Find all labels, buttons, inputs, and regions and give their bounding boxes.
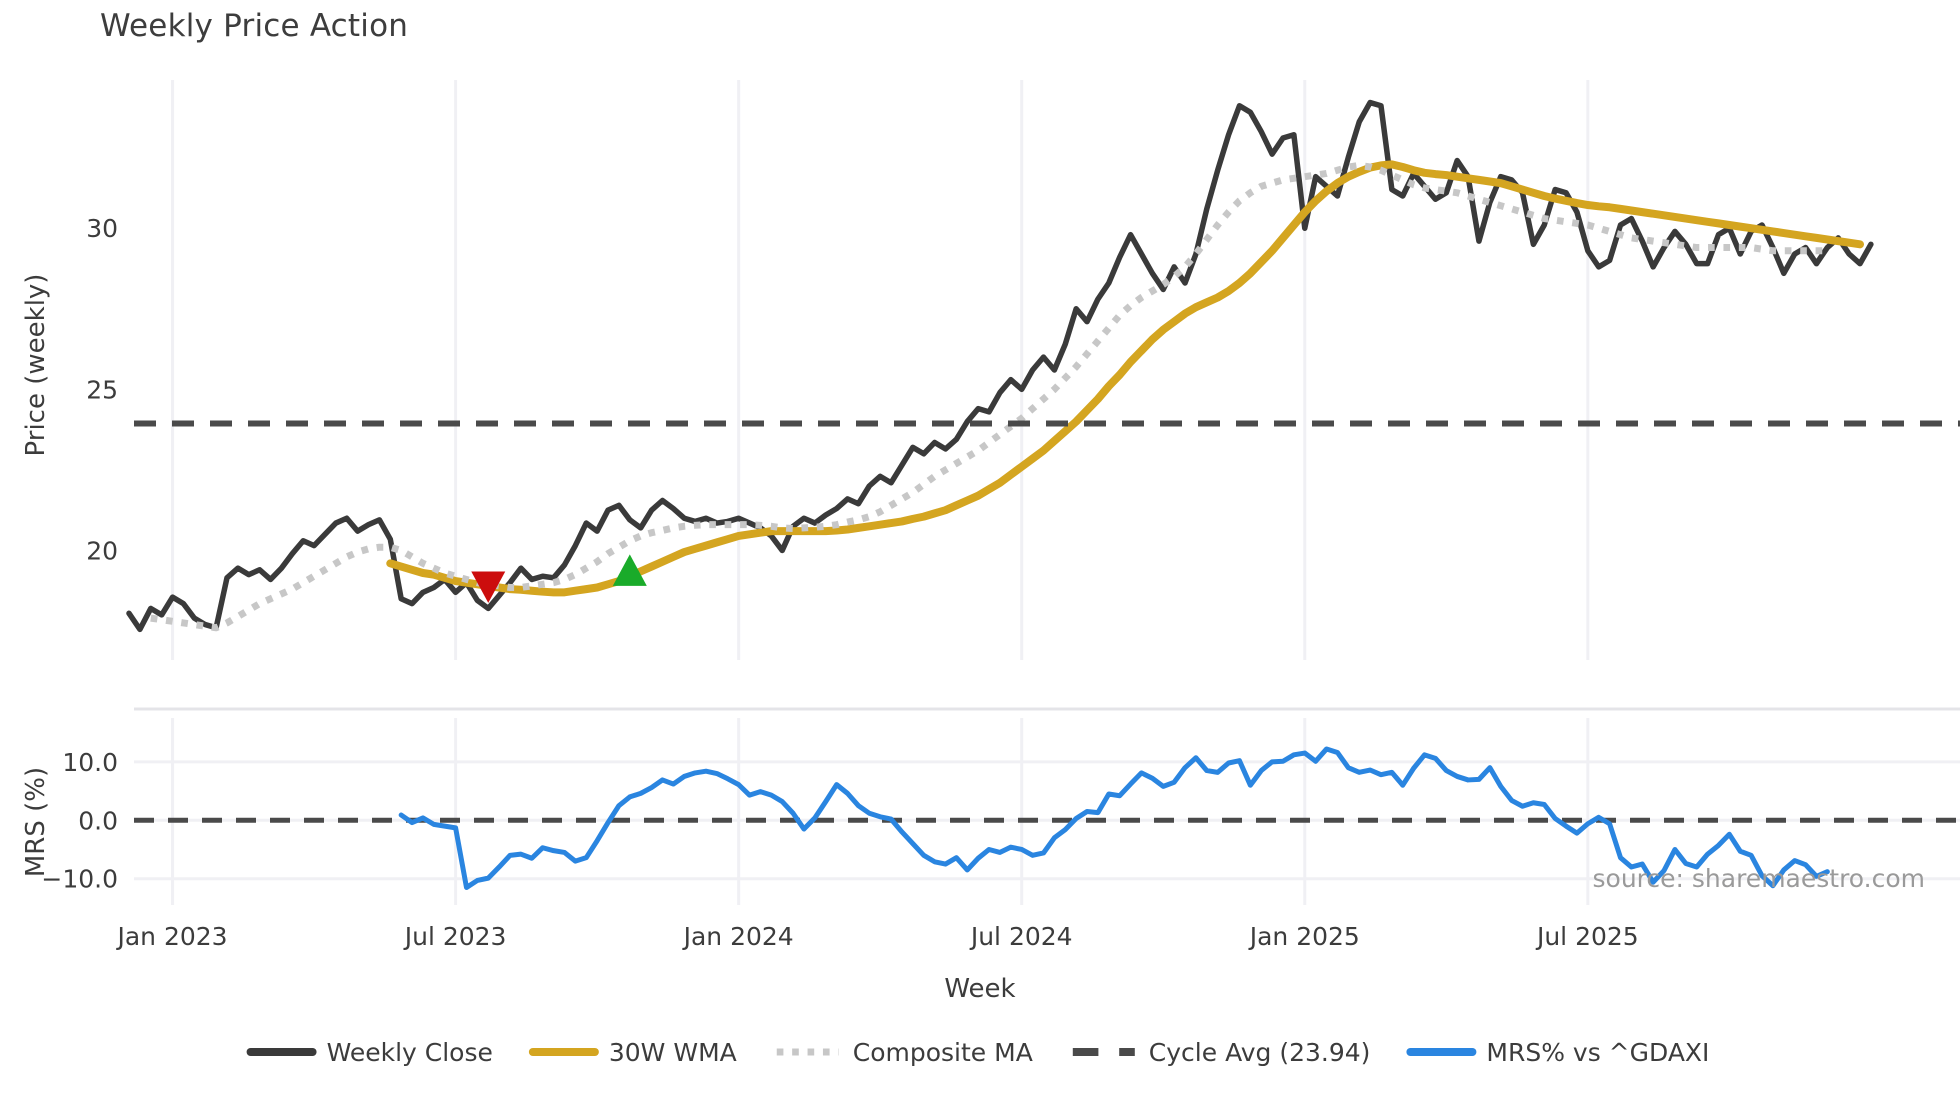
mrs-y-tick-label: −10.0 [41,865,118,894]
legend-label: MRS% vs ^GDAXI [1486,1038,1709,1067]
legend-label: Cycle Avg (23.94) [1149,1038,1371,1067]
source-watermark: source: sharemaestro.com [1593,864,1926,893]
buy-signal-marker [612,554,647,586]
x-tick-label: Jul 2024 [969,922,1073,951]
legend-item[interactable]: Composite MA [776,1038,1033,1067]
legend-item[interactable]: 30W WMA [528,1038,737,1067]
mrs-y-tick-label: 0.0 [78,806,118,835]
gridlines [134,80,1960,905]
price-y-tick-label: 25 [86,375,118,404]
x-tick-label: Jul 2025 [1535,922,1639,951]
chart-title: Weekly Price Action [100,8,409,44]
legend-item[interactable]: MRS% vs ^GDAXI [1406,1038,1709,1067]
legend-item[interactable]: Weekly Close [246,1038,493,1067]
price-panel-series [126,99,1960,633]
price-y-tick-label: 30 [86,214,118,243]
series-line [398,746,1830,890]
signal-markers [471,554,647,603]
series-line [150,161,1828,632]
mrs-y-axis-label: MRS (%) [21,767,51,877]
x-tick-label: Jan 2024 [682,922,794,951]
mrs-panel-series [134,746,1960,890]
x-tick-label: Jan 2025 [1248,922,1360,951]
sell-signal-marker [471,571,506,603]
axis-labels: 20 25 30 −10.0 0.0 10.0 Jan 2023 Jul 2023 Jan 20… [21,214,1639,1004]
legend-label: 30W WMA [609,1038,737,1067]
series-line [126,99,1874,633]
chart-legend: Weekly Close 30W WMA Composite MA Cycle Avg… [246,1038,1709,1067]
mrs-y-tick-label: 10.0 [62,748,118,777]
price-y-axis-label: Price (weekly) [21,274,51,457]
x-tick-label: Jan 2023 [115,922,227,951]
series-line [386,160,1864,597]
price-y-tick-label: 20 [86,536,118,565]
x-axis-label: Week [944,974,1015,1004]
legend-label: Weekly Close [327,1038,493,1067]
x-tick-label: Jul 2023 [403,922,507,951]
watermark-text: source: sharemaestro.com [1593,864,1926,893]
legend-label: Composite MA [853,1038,1033,1067]
legend-item[interactable]: Cycle Avg (23.94) [1072,1038,1371,1067]
